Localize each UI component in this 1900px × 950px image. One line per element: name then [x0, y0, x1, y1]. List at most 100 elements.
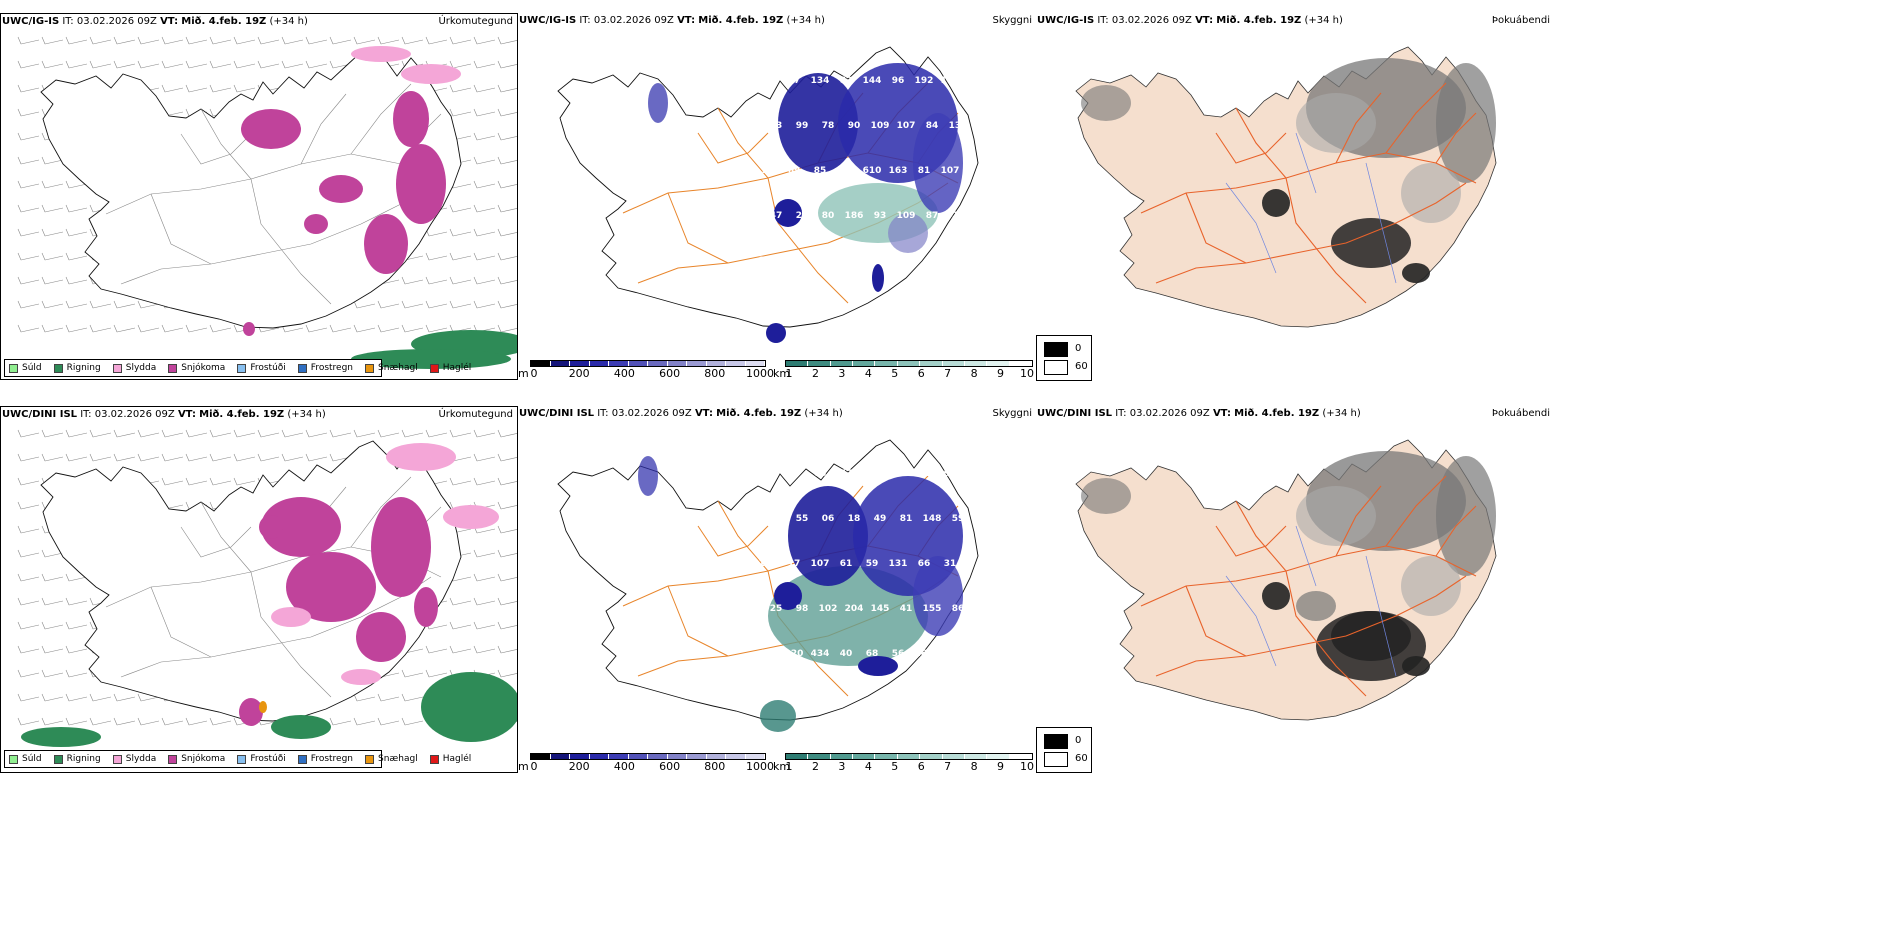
cloud-base-label: 107 [897, 121, 916, 131]
legend-item: Slydda [112, 363, 157, 373]
cloud-base-label: 73 [770, 121, 783, 131]
legend-item: Rigning [53, 363, 101, 373]
cloud-base-label: 120 [785, 649, 804, 659]
visibility-colorbar: km 1 2 3 4 5 6 7 8 9 10 [773, 358, 1035, 380]
colorbar-ramp [530, 753, 766, 760]
legend-item: Haglél [429, 754, 472, 764]
map-title: Úrkomutegund [438, 409, 513, 420]
cloud-visibility-map-bottom: UWC/DINI ISL IT: 03.02.2026 09Z VT: Mið.… [518, 406, 1036, 773]
cloud-base-label: 57 [788, 76, 801, 86]
legend-swatch [168, 363, 178, 373]
legend-swatch [365, 363, 375, 373]
legend-label: Haglél [442, 754, 472, 764]
colorbar-unit: m [518, 367, 529, 380]
river-network [1225, 525, 1397, 677]
river-network [1225, 132, 1397, 284]
colorbar-tick: 6 [917, 367, 925, 380]
cloud-base-label: 99 [762, 166, 775, 176]
legend-swatch [429, 754, 439, 764]
map-header: UWC/IG-IS IT: 03.02.2026 09Z VT: Mið. 4.… [1, 14, 517, 30]
colorbar-tick: 800 [704, 367, 726, 380]
cloud-vis-shading [648, 63, 963, 343]
cloud-base-colorbar: m 0 200 400 600 800 1000 [518, 358, 774, 380]
iceland-cloud-map: 116 65 66 57 63 72 64 92 59 55 06 18 49 81 148 59 125 17 1… [557, 439, 979, 732]
map-title: Þokuábendi [1491, 15, 1550, 26]
legend-item: Frostúði [237, 363, 286, 373]
colorbar-tick: 1000 [746, 760, 774, 773]
cloud-base-label: 25 [770, 604, 783, 614]
cloud-base-label: 102 [819, 604, 838, 614]
cloud-base-label: 85 [814, 166, 827, 176]
legend-swatch [53, 754, 63, 764]
colorbar-tick: 600 [659, 367, 681, 380]
legend-swatch [237, 363, 247, 373]
legend-label: Frostregn [310, 363, 354, 373]
cloud-base-label: 96 [892, 76, 905, 86]
cloud-base-label: 78 [762, 649, 775, 659]
legend-swatch [297, 363, 307, 373]
colorbar-ramp [785, 360, 1033, 367]
cloud-base-label: 66 [814, 469, 827, 479]
cloud-base-label: 235 [811, 256, 830, 266]
cloud-base-label: 125 [759, 559, 778, 569]
fog-legend-top: 0 60 [1036, 335, 1092, 381]
map-title: Þokuábendi [1491, 408, 1550, 419]
cloud-base-label: 66 [918, 559, 931, 569]
cloud-base-label: 65 [788, 469, 801, 479]
colorbar-tick: 800 [704, 760, 726, 773]
legend-label: Slydda [125, 754, 157, 764]
map-title: Skyggni [992, 408, 1032, 419]
legend-label: Slydda [125, 363, 157, 373]
colorbar-tick: 0 [530, 760, 538, 773]
cloud-vis-shading [638, 456, 963, 732]
road-network [105, 83, 442, 305]
road-network [105, 476, 442, 698]
precip-type-shading [21, 443, 517, 747]
colorbar-tick: 3 [838, 367, 846, 380]
fog-legend-label: 0 [1075, 735, 1082, 746]
iceland-fog-map [1075, 46, 1497, 328]
fog-legend-swatch [1044, 360, 1068, 375]
legend-swatch [168, 754, 178, 764]
legend-item: Súld [9, 754, 42, 764]
cloud-base-label: 186 [845, 211, 864, 221]
colorbar-tick: 400 [613, 367, 635, 380]
cloud-base-label: 64 [918, 469, 931, 479]
cloud-base-label: 86 [952, 604, 965, 614]
colorbar-tick: 200 [568, 760, 590, 773]
cloud-base-label: 80 [822, 211, 835, 221]
cloud-base-label: 87 [926, 211, 939, 221]
colorbar-tick: 10 [1020, 367, 1034, 380]
legend-item: Snjókoma [168, 754, 225, 764]
cloud-base-label: 155 [923, 604, 942, 614]
cloud-base-label: 138 [949, 121, 968, 131]
cloud-base-label: 78 [822, 121, 835, 131]
colorbar-tick: 2 [811, 760, 819, 773]
cloud-base-label: 109 [897, 211, 916, 221]
legend-item: Rigning [53, 754, 101, 764]
legend-label: Snjókoma [181, 754, 226, 764]
cloud-base-label: 93 [874, 211, 887, 221]
fog-indicator-map-top: UWC/IG-IS IT: 03.02.2026 09Z VT: Mið. 4.… [1036, 13, 1554, 380]
legend-label: Haglél [442, 363, 472, 373]
cloud-base-label: 107 [941, 166, 960, 176]
colorbar-unit: km [773, 367, 791, 380]
colorbar-tick: 7 [944, 760, 952, 773]
precip-type-shading [241, 46, 517, 369]
fog-legend-swatch [1044, 342, 1068, 357]
cloud-base-label: 163 [889, 166, 908, 176]
colorbar-unit: m [518, 760, 529, 773]
colorbar-tick: 8 [970, 760, 978, 773]
cloud-base-label: 41 [900, 604, 913, 614]
legend-label: Frostúði [250, 754, 286, 764]
cloud-base-label: 134 [811, 76, 830, 86]
cloud-base-label: 51 [840, 256, 853, 266]
fog-legend-label: 0 [1075, 343, 1082, 354]
legend-item: Slydda [112, 754, 157, 764]
cloud-base-label: 63 [866, 469, 879, 479]
fog-legend-swatch [1044, 734, 1068, 749]
legend-item: Haglél [429, 363, 472, 373]
iceland-precip-map [17, 36, 517, 369]
map-header: UWC/DINI ISL IT: 03.02.2026 09Z VT: Mið.… [518, 406, 1036, 422]
cloud-base-label: 61 [840, 559, 853, 569]
